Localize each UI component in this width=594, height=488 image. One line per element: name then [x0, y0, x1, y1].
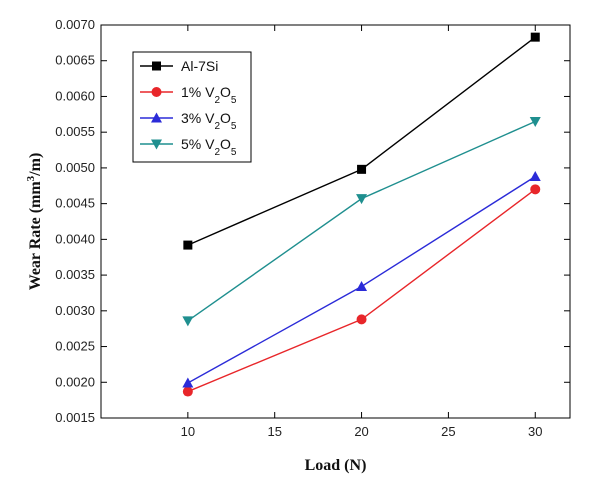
y-tick-label: 0.0070 — [55, 17, 95, 32]
data-point — [182, 386, 193, 397]
data-point — [182, 377, 194, 388]
x-axis-title: Load (N) — [305, 457, 367, 474]
x-axis-ticks: 10 15 20 25 30 — [181, 25, 542, 439]
y-tick-label: 0.0055 — [55, 124, 95, 139]
legend-label: 3% V2O5 — [181, 110, 237, 132]
legend-label: 5% V2O5 — [181, 136, 237, 158]
y-axis-title-superscript: 3 — [25, 175, 37, 181]
y-axis-ticks: 0.0015 0.0020 0.0025 0.0030 0.0035 0.0040 0.00… — [55, 17, 570, 425]
y-tick-label: 0.0025 — [55, 339, 95, 354]
x-tick-label: 20 — [354, 424, 368, 439]
y-tick-label: 0.0035 — [55, 267, 95, 282]
y-tick-label: 0.0030 — [55, 303, 95, 318]
plot-frame — [100, 24, 571, 419]
y-tick-label: 0.0045 — [55, 196, 95, 211]
data-point — [182, 316, 194, 327]
data-point — [530, 184, 541, 195]
x-tick-label: 15 — [267, 424, 281, 439]
series-line-2 — [187, 175, 536, 384]
data-point — [357, 164, 367, 174]
y-tick-label: 0.0050 — [55, 160, 95, 175]
y-axis-title: Wear Rate (mm3/m) — [25, 153, 44, 291]
data-point — [356, 314, 367, 325]
series-group — [182, 32, 541, 397]
data-point — [356, 194, 368, 205]
y-axis-title-main: Wear Rate (mm — [27, 181, 44, 291]
legend-marker — [151, 112, 162, 123]
data-point — [530, 32, 540, 42]
legend-label: 1% V2O5 — [181, 84, 237, 106]
y-tick-label: 0.0020 — [55, 374, 95, 389]
data-point — [356, 281, 368, 292]
legend-marker — [151, 87, 162, 97]
legend-label: Al-7Si — [181, 58, 218, 74]
data-point — [529, 116, 541, 127]
x-tick-label: 30 — [528, 424, 542, 439]
data-point — [183, 240, 193, 250]
y-tick-label: 0.0040 — [55, 231, 95, 246]
legend-marker — [151, 139, 162, 150]
legend: Al-7Si 1% V2O5 3% V2O5 5% V2O5 — [132, 51, 252, 163]
y-tick-label: 0.0015 — [55, 410, 95, 425]
y-tick-label: 0.0060 — [55, 88, 95, 103]
y-tick-label: 0.0065 — [55, 53, 95, 68]
x-tick-label: 10 — [181, 424, 195, 439]
x-tick-label: 25 — [441, 424, 455, 439]
y-axis-title-end: /m) — [27, 153, 44, 177]
legend-marker — [152, 61, 161, 71]
data-point — [529, 170, 541, 181]
